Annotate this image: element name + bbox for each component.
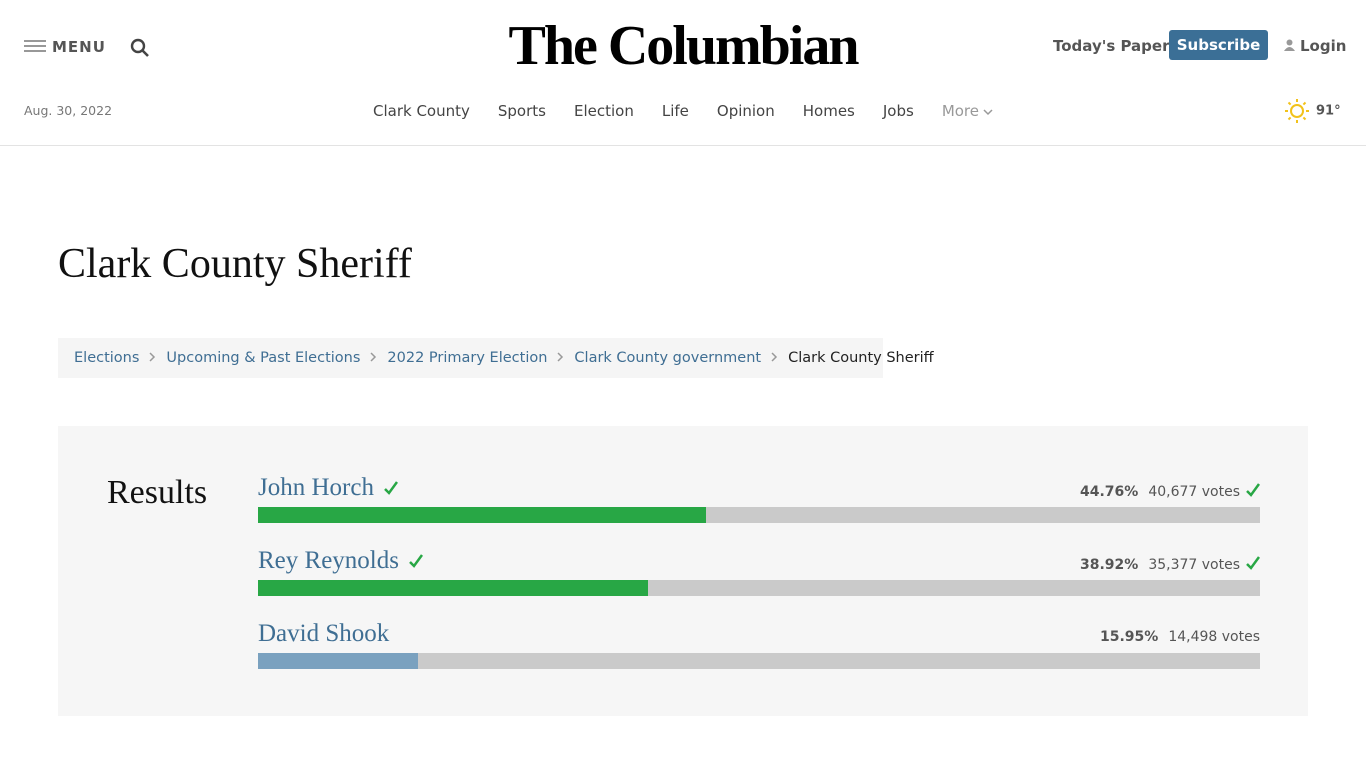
breadcrumb-separator xyxy=(557,350,564,366)
subscribe-button[interactable]: Subscribe xyxy=(1169,30,1268,60)
breadcrumb[interactable]: Elections xyxy=(74,350,140,366)
nav-item[interactable]: Jobs xyxy=(882,102,914,120)
breadcrumb[interactable]: 2022 Primary Election xyxy=(387,350,548,366)
menu-button[interactable]: MENU xyxy=(24,38,106,56)
breadcrumb: Clark County Sheriff xyxy=(788,350,934,366)
chevron xyxy=(557,352,564,362)
candidate-stats: 15.95% 14,498 votes xyxy=(1100,629,1260,645)
bar-track xyxy=(258,507,1260,523)
menu-label: MENU xyxy=(52,38,106,56)
candidate-stats: 44.76% 40,677 votes xyxy=(1080,483,1261,500)
nav-item[interactable]: Opinion xyxy=(716,102,775,120)
page-title: Clark County Sheriff xyxy=(58,241,412,287)
login-link[interactable]: Login xyxy=(1284,37,1346,55)
nav-more[interactable]: More xyxy=(942,102,993,120)
weather[interactable]: 91° xyxy=(1284,98,1341,124)
check-icon xyxy=(1246,483,1261,497)
nav-item[interactable]: Homes xyxy=(802,102,855,120)
candidate-stats: 38.92% 35,377 votes xyxy=(1080,556,1261,573)
temperature: 91° xyxy=(1316,103,1341,119)
breadcrumbs: Elections Upcoming & Past Elections 2022 P… xyxy=(58,338,934,378)
candidate-name: Rey Reynolds xyxy=(258,547,423,575)
percent: 38.92% xyxy=(1080,557,1139,573)
sun-icon xyxy=(1285,99,1309,123)
chevron xyxy=(370,352,377,362)
nav-item[interactable]: Sports xyxy=(497,102,546,120)
login-label: Login xyxy=(1300,37,1347,55)
breadcrumb-separator xyxy=(771,350,778,366)
chevron xyxy=(771,352,778,362)
header-border xyxy=(0,145,1366,146)
bar xyxy=(258,507,707,523)
breadcrumb[interactable]: Clark County government xyxy=(574,350,762,366)
percent: 44.76% xyxy=(1080,484,1139,500)
percent: 15.95% xyxy=(1100,629,1159,645)
votes: 14,498 votes xyxy=(1168,629,1260,645)
votes: 40,677 votes xyxy=(1148,484,1240,500)
check-icon xyxy=(1246,556,1261,570)
check-icon xyxy=(384,481,398,495)
breadcrumb[interactable]: Upcoming & Past Elections xyxy=(166,350,361,366)
bar xyxy=(258,653,418,669)
breadcrumb-separator xyxy=(149,350,156,366)
menu-icon xyxy=(24,40,46,52)
chevron xyxy=(983,109,993,116)
bar-track xyxy=(258,580,1260,596)
nav-item[interactable]: Life xyxy=(661,102,689,120)
candidate-name: John Horch xyxy=(258,474,398,502)
date: Aug. 30, 2022 xyxy=(24,103,113,118)
candidate-name: David Shook xyxy=(258,620,390,647)
bar-track xyxy=(258,653,1260,669)
search-icon[interactable] xyxy=(130,38,150,58)
bar xyxy=(258,580,648,596)
breadcrumb-separator xyxy=(370,350,377,366)
results-heading: Results xyxy=(107,474,208,511)
user-icon xyxy=(1284,39,1295,51)
results-box: Results John Horch 44.76% 40,677 votes Rey … xyxy=(58,426,1308,716)
chevron xyxy=(149,352,156,362)
nav: Clark County Sports Election Life Opinion Hom… xyxy=(0,101,1366,120)
nav-item[interactable]: Clark County xyxy=(373,102,470,120)
todays-paper-link[interactable]: Today's Paper xyxy=(1053,37,1170,55)
votes: 35,377 votes xyxy=(1148,557,1240,573)
logo[interactable]: The Columbian xyxy=(508,15,860,77)
nav-item[interactable]: Election xyxy=(573,102,634,120)
check-icon xyxy=(409,554,423,568)
